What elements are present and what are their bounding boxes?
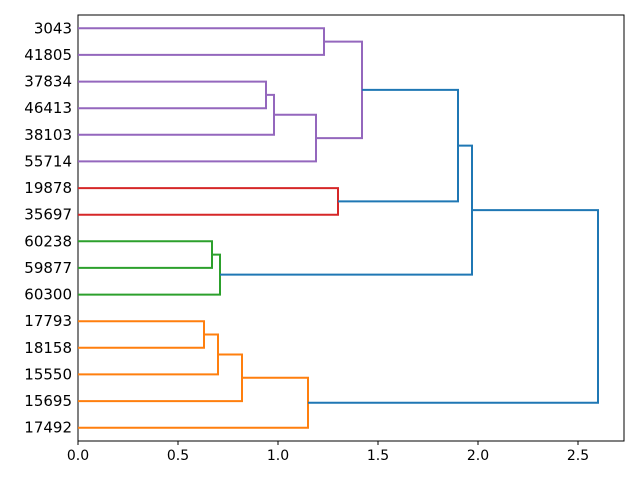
dendrogram-link-purple [78,80,267,110]
leaf-label: 18158 [24,339,72,357]
leaf-label: 3043 [34,19,72,37]
leaf-label: 59877 [24,259,72,277]
leaf-label: 19878 [24,179,72,197]
leaf-label: 41805 [24,46,72,64]
dendrogram-link-green [78,240,213,269]
dendrogram-link-green [78,253,221,296]
dendrogram-link-purple [316,40,363,140]
dendrogram-link-blue [338,88,459,203]
leaf-label: 17793 [24,312,72,330]
leaf-label: 60238 [24,232,72,250]
x-tick-label: 0.5 [167,448,189,464]
x-tick-label: 2.5 [567,448,589,464]
leaf-label: 37834 [24,73,72,91]
x-tick-label: 1.5 [367,448,389,464]
dendrogram-link-purple [78,113,317,163]
dendrogram-link-orange [78,320,205,349]
leaf-label: 15550 [24,365,72,383]
leaf-label: 35697 [24,206,72,224]
x-tick-label: 2.0 [467,448,489,464]
dendrogram-link-blue [308,209,599,404]
dendrogram-link-blue [220,144,473,276]
leaf-label: 38103 [24,126,72,144]
leaf-label: 17492 [24,419,72,437]
leaf-label: 60300 [24,286,72,304]
x-tick-label: 0.0 [67,448,89,464]
axes-frame [77,14,625,442]
dendrogram-link-purple [78,93,275,136]
leaf-label: 15695 [24,392,72,410]
leaf-label: 55714 [24,152,72,170]
dendrogram-link-orange [78,376,309,429]
dendrogram-link-orange [78,333,219,376]
leaf-label: 46413 [24,99,72,117]
x-tick-label: 1.0 [267,448,289,464]
dendrogram-link-purple [78,27,325,56]
dendrogram-link-red [78,187,339,216]
